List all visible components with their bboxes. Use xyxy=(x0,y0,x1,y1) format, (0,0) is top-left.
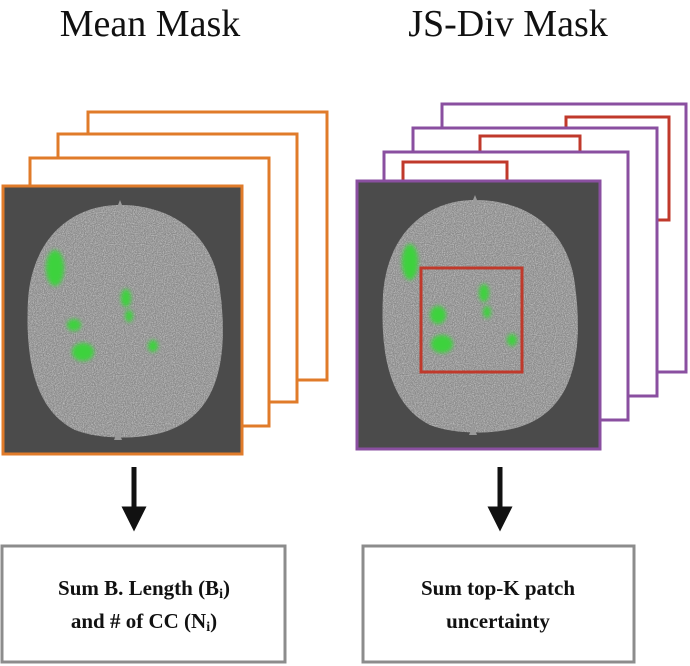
js-div-brain-scan xyxy=(382,195,578,435)
js-div-output-line-1: Sum top-K patch xyxy=(421,576,575,600)
mean-mask-lesions xyxy=(46,250,158,361)
mean-mask-output-line-2: and # of CC (Ni) xyxy=(71,609,217,635)
mean-mask-output-line-1: Sum B. Length (Bi) xyxy=(58,576,230,602)
js-div-lesions xyxy=(402,244,517,353)
right-panel-title: JS-Div Mask xyxy=(408,3,608,45)
js-div-top-patch xyxy=(419,266,524,374)
js-div-output-box xyxy=(361,544,636,664)
js-div-output-line-2: uncertainty xyxy=(446,609,550,633)
left-panel-title: Mean Mask xyxy=(60,3,240,45)
mean-mask-brain-scan xyxy=(27,200,223,440)
mean-mask-output-box xyxy=(0,544,287,664)
